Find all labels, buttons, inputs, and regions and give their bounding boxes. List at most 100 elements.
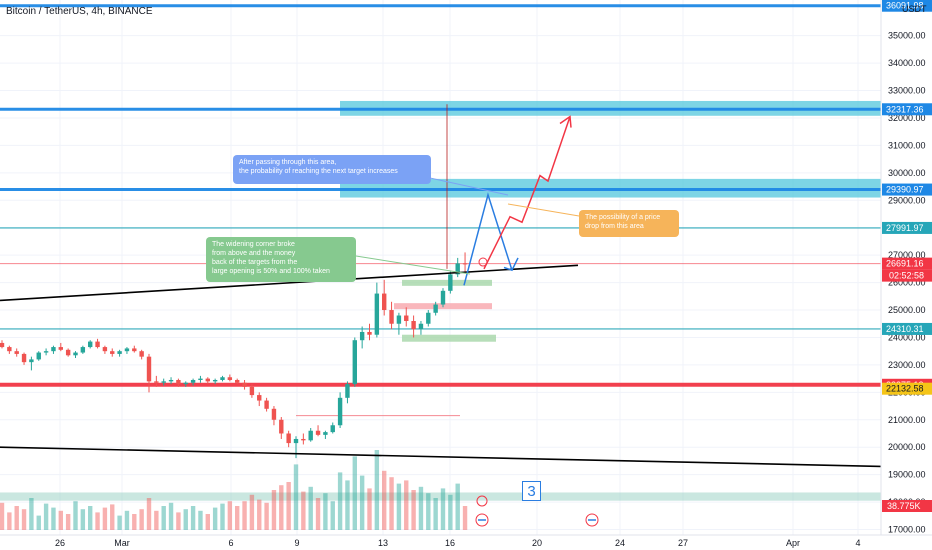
symbol-header: Bitcoin / TetherUS, 4h, BINANCE bbox=[6, 6, 153, 17]
highlight-circle bbox=[478, 257, 488, 267]
volume-bar bbox=[242, 501, 247, 530]
candle-body bbox=[448, 274, 453, 291]
candle-body bbox=[242, 382, 247, 387]
volume-bar bbox=[279, 485, 284, 530]
annotation-text: After passing through this area, the pro… bbox=[239, 159, 398, 175]
candle-body bbox=[411, 321, 416, 330]
volume-bar bbox=[139, 509, 144, 530]
volume-bar bbox=[396, 483, 402, 530]
volume-bar bbox=[249, 494, 255, 530]
candle-body bbox=[154, 381, 159, 383]
annotation-pointer bbox=[507, 203, 580, 217]
volume-bar bbox=[29, 498, 34, 530]
volume-bars bbox=[0, 450, 468, 530]
candle-body bbox=[374, 293, 380, 335]
volume-bar bbox=[220, 503, 225, 530]
candle-body bbox=[29, 359, 34, 363]
volume-bar bbox=[0, 502, 5, 530]
annotation-widening-corner[interactable]: The widening corner broke from above and… bbox=[206, 237, 356, 282]
candle-body bbox=[279, 419, 284, 434]
candle-body bbox=[132, 348, 137, 352]
candle-body bbox=[359, 331, 365, 341]
volume-bar bbox=[190, 506, 196, 530]
candle-body bbox=[382, 293, 387, 311]
volume-bar bbox=[455, 483, 460, 530]
volume-bar bbox=[418, 486, 424, 530]
volume-bar bbox=[36, 515, 41, 530]
projection-arrowhead-blue bbox=[503, 257, 519, 272]
time-tick-label: 13 bbox=[378, 538, 388, 548]
volume-bar bbox=[404, 480, 409, 530]
volume-bar bbox=[51, 507, 56, 530]
price-tick-label: 27000.00 bbox=[888, 250, 926, 260]
price-tick-label: 33000.00 bbox=[888, 86, 926, 96]
volume-bar bbox=[227, 501, 233, 530]
volume-bar bbox=[14, 506, 19, 530]
time-axis: 26 Mar 6 9 13 16 20 24 27 Apr 4 bbox=[0, 534, 932, 550]
time-tick-label: 4 bbox=[855, 538, 860, 548]
candle-body bbox=[352, 340, 357, 385]
volume-bar bbox=[124, 510, 130, 530]
candle-body bbox=[88, 341, 93, 348]
candle-body bbox=[367, 331, 372, 335]
candle-body bbox=[65, 349, 71, 356]
candle-body bbox=[183, 382, 188, 385]
annotation-text: The possibility of a price drop from thi… bbox=[585, 214, 661, 230]
volume-bar bbox=[21, 509, 27, 530]
candle-body bbox=[249, 386, 255, 396]
volume-bar bbox=[168, 502, 174, 530]
candle-body bbox=[440, 290, 446, 305]
annotation-pointer bbox=[355, 255, 471, 275]
volume-bar bbox=[88, 506, 93, 530]
volume-tag bbox=[882, 500, 932, 512]
price-tick-label: 29000.00 bbox=[888, 195, 926, 205]
time-tick-label: 27 bbox=[678, 538, 688, 548]
volume-bar bbox=[374, 450, 380, 530]
candle-body bbox=[80, 347, 86, 353]
candle-body bbox=[433, 304, 438, 313]
volume-bar bbox=[117, 515, 122, 530]
price-tag-label: 27991.97 bbox=[886, 223, 924, 233]
volume-bar bbox=[95, 512, 100, 530]
candle-body bbox=[102, 347, 108, 352]
candle-body bbox=[168, 379, 174, 382]
candle-body bbox=[161, 381, 166, 383]
volume-bar bbox=[411, 490, 416, 530]
volume-bar bbox=[448, 494, 453, 530]
upper-trendline bbox=[0, 264, 579, 302]
price-tick-label: 25000.00 bbox=[888, 305, 926, 315]
candle-body bbox=[308, 430, 313, 441]
volume-bar bbox=[426, 493, 431, 530]
candle-body bbox=[396, 315, 402, 324]
time-tick-label: Mar bbox=[114, 538, 130, 548]
event-icon bbox=[476, 495, 488, 507]
volume-bar bbox=[58, 510, 63, 530]
annotation-price-drop[interactable]: The possibility of a price drop from thi… bbox=[579, 210, 679, 237]
volume-bar bbox=[183, 509, 188, 530]
candle-body bbox=[345, 384, 350, 398]
countdown-tag bbox=[882, 269, 932, 282]
candle-body bbox=[117, 351, 122, 354]
time-tick-label: 24 bbox=[615, 538, 625, 548]
volume-tag-label: 38.775K bbox=[887, 501, 921, 511]
candle-body bbox=[323, 432, 328, 435]
candle-body bbox=[198, 378, 203, 380]
price-tick-label: 34000.00 bbox=[888, 58, 926, 68]
volume-bar bbox=[80, 509, 86, 530]
price-tick-label: 20000.00 bbox=[888, 442, 926, 452]
volume-bar bbox=[352, 456, 357, 530]
candle-body bbox=[337, 397, 343, 426]
countdown-label: 02:52:58 bbox=[889, 271, 924, 281]
candle-body bbox=[257, 395, 262, 401]
annotation-breakout-area[interactable]: After passing through this area, the pro… bbox=[233, 155, 431, 184]
candle-body bbox=[36, 352, 41, 360]
chart-grid bbox=[0, 0, 881, 535]
time-tick-label: Apr bbox=[786, 538, 800, 548]
price-zone bbox=[0, 492, 881, 501]
price-tag bbox=[882, 0, 932, 12]
wave-label[interactable]: 3 bbox=[522, 481, 541, 501]
price-tag bbox=[882, 221, 932, 234]
price-tag bbox=[882, 257, 932, 270]
volume-bar bbox=[389, 477, 394, 530]
